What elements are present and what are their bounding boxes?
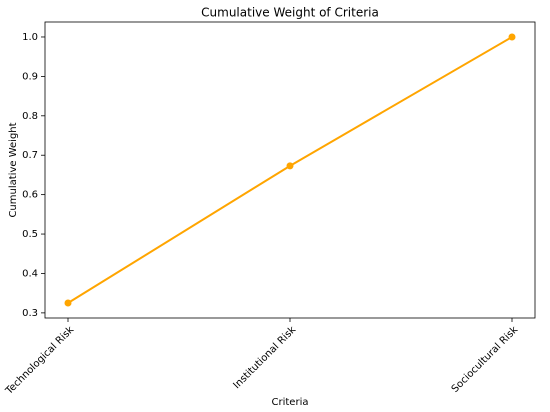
chart-title: Cumulative Weight of Criteria: [201, 6, 379, 20]
line: [67, 36, 513, 304]
y-tick-label: 0.5: [22, 229, 38, 240]
y-tick-label: 0.4: [22, 268, 38, 279]
y-tick-label: 0.8: [22, 111, 38, 122]
y-tick-label: 0.3: [22, 308, 38, 319]
y-tick-label: 1.0: [22, 32, 38, 43]
y-tick-label: 0.6: [22, 190, 38, 201]
point: [286, 162, 294, 170]
point: [64, 299, 72, 307]
y-axis-label: Cumulative Weight: [8, 122, 19, 217]
x-tick-label: Technological Risk: [3, 324, 76, 397]
x-axis-label: Criteria: [272, 397, 309, 408]
point: [508, 33, 516, 41]
x-tick-label: Institutional Risk: [231, 324, 298, 391]
x-tick-label: Sociocultural Risk: [450, 324, 521, 395]
y-tick-label: 0.9: [22, 71, 38, 82]
y-tick-label: 0.7: [22, 150, 38, 161]
